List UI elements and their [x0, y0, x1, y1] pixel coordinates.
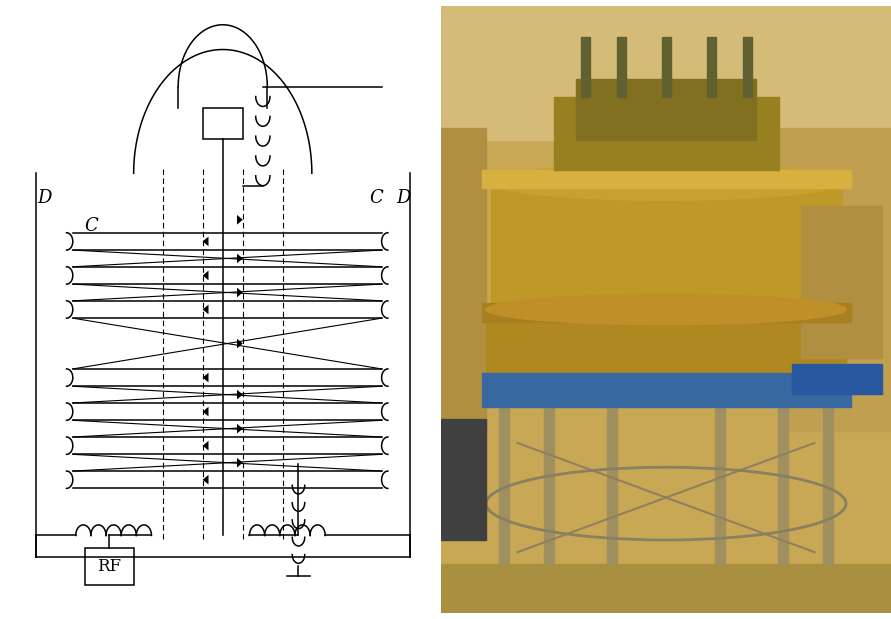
Polygon shape	[203, 271, 208, 280]
Bar	[481, 170, 851, 188]
Bar	[822, 400, 833, 565]
Bar	[801, 206, 882, 358]
Text: C: C	[85, 217, 98, 235]
Bar	[617, 37, 625, 97]
Bar	[576, 79, 756, 140]
Polygon shape	[203, 441, 208, 451]
Polygon shape	[203, 407, 208, 417]
Bar	[441, 565, 891, 613]
Bar	[486, 310, 846, 383]
Bar	[499, 400, 510, 565]
Bar	[544, 400, 554, 565]
Bar	[203, 108, 242, 139]
Bar	[707, 37, 715, 97]
Ellipse shape	[486, 295, 846, 325]
Bar	[441, 6, 891, 140]
Polygon shape	[237, 458, 242, 467]
Polygon shape	[237, 339, 242, 348]
Bar	[779, 128, 891, 431]
Text: RF: RF	[97, 558, 121, 575]
Text: C: C	[370, 189, 383, 207]
Polygon shape	[203, 475, 208, 485]
Bar	[441, 128, 486, 431]
Bar	[715, 400, 725, 565]
Polygon shape	[237, 288, 242, 297]
Polygon shape	[203, 373, 208, 383]
Bar	[661, 37, 671, 97]
Bar	[481, 303, 851, 322]
Bar	[778, 400, 789, 565]
Bar	[441, 418, 486, 540]
Bar	[481, 373, 851, 407]
Bar	[491, 182, 841, 310]
Bar	[607, 400, 617, 565]
Polygon shape	[237, 424, 242, 433]
Text: D: D	[396, 189, 411, 207]
Text: D: D	[37, 189, 52, 207]
Polygon shape	[237, 215, 242, 225]
Polygon shape	[203, 236, 208, 246]
Bar	[85, 548, 134, 585]
Polygon shape	[203, 305, 208, 314]
Polygon shape	[237, 390, 242, 399]
Ellipse shape	[491, 164, 841, 201]
Bar	[742, 37, 751, 97]
Bar	[553, 97, 779, 170]
Polygon shape	[237, 254, 242, 263]
Bar	[792, 364, 882, 394]
Bar	[581, 37, 590, 97]
